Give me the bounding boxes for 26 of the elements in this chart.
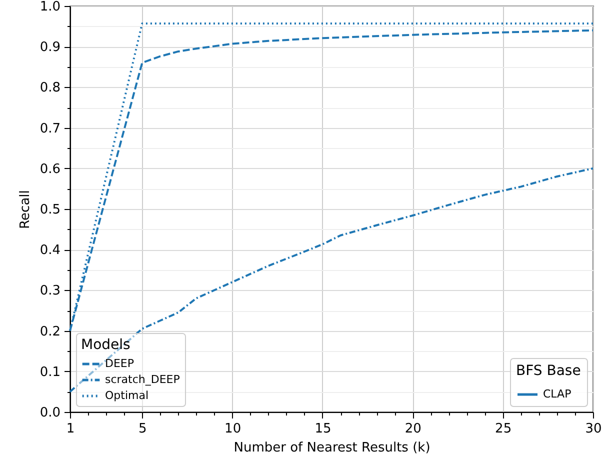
legend-label: Optimal [105, 389, 149, 402]
legend-label: scratch_DEEP [105, 373, 180, 386]
y-tick-label: 0.7 [40, 121, 60, 136]
y-tick-label: 0.4 [40, 243, 60, 258]
x-tick-label: 20 [404, 422, 422, 436]
y-tick-label: 0.6 [40, 162, 60, 177]
legend-title: Models [81, 337, 130, 353]
y-axis-title: Recall [18, 190, 33, 229]
legend-label: DEEP [105, 357, 134, 370]
y-tick-label: 0.3 [40, 284, 60, 299]
x-tick-label: 25 [495, 422, 512, 436]
y-tick-label: 0.0 [40, 406, 60, 420]
y-tick-label: 0.2 [40, 324, 60, 340]
y-tick-label: 0.9 [40, 40, 60, 56]
x-tick-label: 30 [585, 422, 602, 436]
x-tick-label: 15 [314, 422, 332, 436]
x-axis-title: Number of Nearest Results (k) [234, 440, 430, 456]
annotation: BFS Base [516, 363, 581, 379]
y-tick-label: 0.5 [40, 202, 60, 218]
x-tick-label: 5 [138, 422, 147, 436]
y-tick-label: 0.1 [40, 364, 60, 380]
y-tick-label: 1.0 [40, 0, 60, 14]
y-tick-label: 0.8 [40, 80, 60, 96]
x-tick-label: 1 [66, 422, 75, 436]
x-tick-label: 10 [224, 422, 242, 436]
annotation: CLAP [543, 388, 572, 400]
